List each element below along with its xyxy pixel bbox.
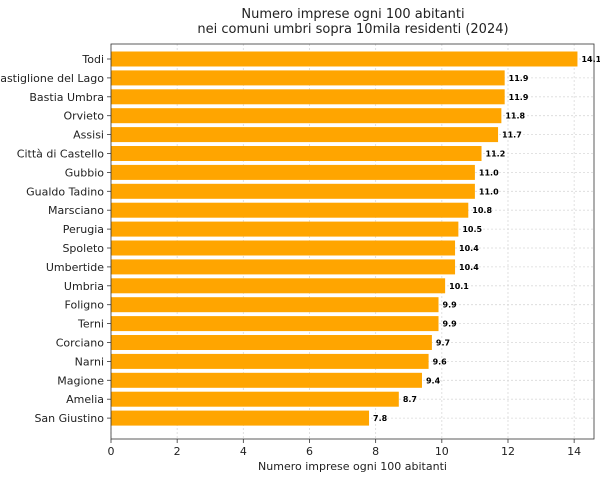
bar [111, 164, 475, 180]
bar [111, 297, 439, 313]
category-label: Foligno [65, 299, 105, 312]
bar [111, 278, 446, 294]
category-label: Umbertide [46, 261, 104, 274]
value-label: 9.9 [443, 301, 458, 310]
chart-title: Numero imprese ogni 100 abitanti [241, 7, 465, 22]
value-label: 8.7 [403, 395, 417, 404]
category-label: Narni [75, 355, 104, 368]
value-label: 9.9 [443, 320, 458, 329]
x-tick-label: 14 [567, 445, 581, 458]
category-label: Città di Castello [17, 148, 104, 161]
value-label: 10.5 [462, 225, 482, 234]
bar [111, 353, 429, 369]
plot-border [110, 43, 595, 440]
chart-subtitle: nei comuni umbri sopra 10mila residenti … [197, 22, 509, 37]
x-tick-label: 12 [501, 445, 515, 458]
bar [111, 70, 505, 86]
bar [111, 335, 432, 350]
bar [111, 146, 482, 161]
value-label: 11.0 [479, 187, 499, 196]
value-label: 10.4 [459, 244, 479, 253]
bar [111, 89, 505, 105]
bar [111, 316, 439, 332]
category-label: Gualdo Tadino [26, 185, 104, 198]
category-label: Umbria [64, 280, 104, 293]
bar [111, 410, 370, 426]
x-tick-label: 4 [240, 445, 247, 458]
value-label: 7.8 [373, 414, 388, 423]
value-label: 14.1 [581, 55, 600, 64]
bar [111, 202, 469, 218]
bar [111, 108, 502, 124]
category-label: Spoleto [62, 242, 104, 255]
x-tick-label: 10 [435, 445, 449, 458]
value-label: 11.0 [479, 168, 499, 177]
category-label: Marsciano [48, 204, 104, 217]
labels: 0 2 4 6 8 10 12 14 Todi 14.1 Castiglione del Lago 1… [0, 53, 600, 458]
category-label: Perugia [63, 223, 104, 236]
category-label: Castiglione del Lago [0, 72, 104, 85]
category-label: Orvieto [63, 110, 104, 123]
value-label: 10.8 [472, 206, 492, 215]
x-tick-label: 6 [306, 445, 313, 458]
x-tick-label: 8 [372, 445, 379, 458]
category-label: Magione [57, 374, 104, 387]
bar [111, 183, 475, 199]
value-label: 10.4 [459, 263, 479, 272]
value-label: 9.6 [433, 357, 448, 366]
x-tick-label: 0 [108, 445, 115, 458]
value-label: 11.9 [509, 93, 529, 102]
category-label: San Giustino [34, 412, 104, 425]
bar [111, 51, 578, 67]
bar [111, 127, 499, 143]
bar [111, 259, 456, 275]
category-label: Terni [77, 318, 104, 331]
x-axis-title: Numero imprese ogni 100 abitanti [258, 460, 447, 473]
bar [111, 372, 422, 388]
value-label: 11.9 [509, 74, 529, 83]
plot-frame [107, 43, 595, 443]
value-label: 9.7 [436, 339, 450, 348]
bar [111, 391, 399, 407]
category-label: Assisi [73, 129, 104, 142]
category-label: Amelia [66, 393, 104, 406]
bar [111, 240, 456, 256]
value-label: 10.1 [449, 282, 469, 291]
category-label: Bastia Umbra [29, 91, 104, 104]
value-label: 11.2 [486, 150, 506, 159]
value-label: 11.7 [502, 131, 522, 140]
bar [111, 221, 459, 237]
category-label: Todi [81, 53, 104, 66]
bars [111, 51, 578, 426]
value-label: 9.4 [426, 376, 441, 385]
category-label: Gubbio [65, 166, 105, 179]
x-tick-label: 2 [174, 445, 181, 458]
category-label: Corciano [56, 337, 105, 350]
value-label: 11.8 [505, 112, 525, 121]
